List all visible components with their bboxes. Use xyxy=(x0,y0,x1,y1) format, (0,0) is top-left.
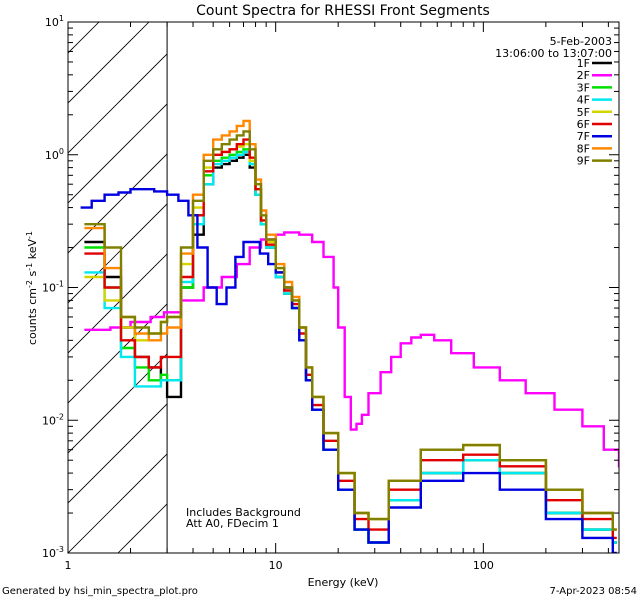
generated-by-label: Generated by hsi_min_spectra_plot.pro xyxy=(2,586,198,597)
hatch-line xyxy=(68,103,168,204)
y-tick-label: 10-2 xyxy=(42,412,64,427)
hatch-line xyxy=(68,203,168,304)
y-tick-label: 10-3 xyxy=(42,545,64,560)
y-tick-label: 101 xyxy=(45,14,64,29)
x-tick-label: 1 xyxy=(65,559,72,572)
plot-frame xyxy=(67,21,620,554)
date-label: 5-Feb-2003 xyxy=(550,35,612,48)
series-line-5F xyxy=(84,143,617,531)
hatch-line xyxy=(68,453,168,553)
y-axis-label: counts cm-2 s-1 keV-1 xyxy=(25,231,39,345)
series-line-4F xyxy=(84,150,617,544)
series-layer xyxy=(80,119,619,553)
legend-label-1F: 1F xyxy=(577,57,590,70)
legend-label-7F: 7F xyxy=(577,130,590,143)
series-line-7F xyxy=(80,188,617,553)
legend-label-5F: 5F xyxy=(577,106,590,119)
hatch-line xyxy=(117,503,168,553)
hatch-line xyxy=(68,403,168,504)
series-line-6F xyxy=(84,138,617,540)
x-tick-label: 100 xyxy=(473,559,494,572)
series-line-1F xyxy=(84,153,617,544)
y-tick-label: 10-1 xyxy=(42,280,64,295)
series-line-9F xyxy=(84,130,617,531)
annotation-attenuator: Att A0, FDecim 1 xyxy=(186,517,279,530)
x-axis-label: Energy (keV) xyxy=(308,576,379,589)
hatch-line xyxy=(168,0,640,553)
hatched-region xyxy=(68,0,640,553)
x-tick-label: 10 xyxy=(269,559,283,572)
series-line-2F xyxy=(84,231,619,468)
hatch-line xyxy=(68,22,150,104)
y-tick-label: 100 xyxy=(45,147,64,162)
legend-label-6F: 6F xyxy=(577,118,590,131)
legend-label-2F: 2F xyxy=(577,69,590,82)
timestamp-label: 7-Apr-2023 08:54 xyxy=(550,586,637,597)
chart-title: Count Spectra for RHESSI Front Segments xyxy=(196,3,490,19)
axes: 1 10 100 10-3 10-2 10-1 100 101 xyxy=(42,14,619,572)
annotation-background: Includes Background xyxy=(186,506,301,519)
series-line-8F xyxy=(84,119,617,531)
legend-label-9F: 9F xyxy=(577,155,590,168)
series-line-3F xyxy=(84,148,617,544)
legend-label-8F: 8F xyxy=(577,142,590,155)
hatch-line xyxy=(68,303,168,404)
legend-label-3F: 3F xyxy=(577,81,590,94)
time-range-label: 13:06:00 to 13:07:00 xyxy=(495,47,612,60)
legend-label-4F: 4F xyxy=(577,94,590,107)
